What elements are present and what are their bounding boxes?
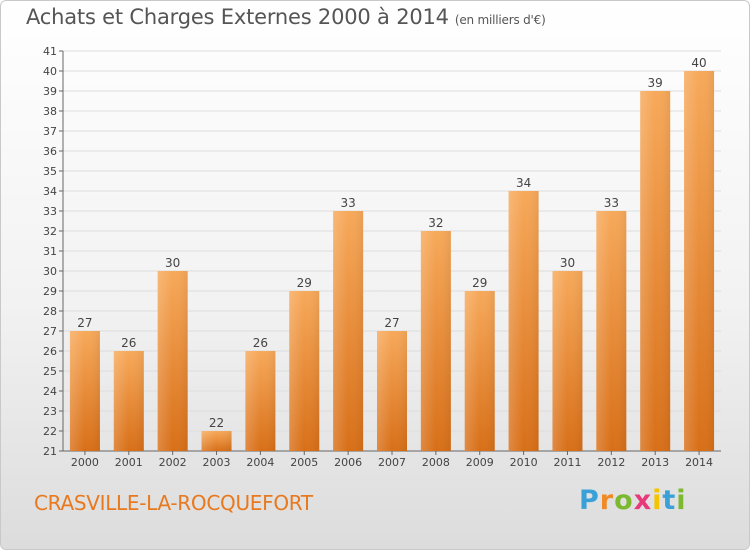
x-tick-label: 2010 xyxy=(510,456,538,469)
data-label: 30 xyxy=(165,256,180,270)
bar-shine xyxy=(157,271,188,451)
logo-letter: P xyxy=(579,485,600,516)
data-label: 26 xyxy=(121,336,136,350)
y-tick-label: 28 xyxy=(43,305,57,318)
x-tick-label: 2005 xyxy=(290,456,318,469)
y-tick-label: 21 xyxy=(43,445,57,458)
y-tick-label: 35 xyxy=(43,165,57,178)
y-tick-label: 27 xyxy=(43,325,57,338)
y-tick-label: 23 xyxy=(43,405,57,418)
logo-letter: o xyxy=(614,485,634,516)
data-label: 30 xyxy=(560,256,575,270)
logo-letter: t xyxy=(662,485,677,516)
data-label: 29 xyxy=(297,276,312,290)
bar-shine xyxy=(596,211,627,451)
y-tick-label: 25 xyxy=(43,365,57,378)
x-tick-label: 2011 xyxy=(553,456,581,469)
chart-subtitle: (en milliers d'€) xyxy=(454,13,546,27)
x-tick-label: 2008 xyxy=(422,456,450,469)
x-tick-label: 2006 xyxy=(334,456,362,469)
logo-letter: i xyxy=(676,485,687,516)
x-tick-label: 2014 xyxy=(685,456,713,469)
data-label: 29 xyxy=(472,276,487,290)
y-tick-label: 32 xyxy=(43,225,57,238)
bar-chart: 21 22 23 24 25 26 27 28 29 30 31 32 33 34 35 36 37 38 39 40… xyxy=(43,45,721,469)
x-tick-label: 2001 xyxy=(115,456,143,469)
axes: 21 22 23 24 25 26 27 28 29 30 31 32 33 34 35 36 37 38 39 40… xyxy=(43,45,721,469)
x-tick-label: 2009 xyxy=(466,456,494,469)
x-tick-label: 2002 xyxy=(159,456,187,469)
data-label: 27 xyxy=(384,316,399,330)
bars xyxy=(69,71,715,451)
data-labels: 27 26 30 22 26 29 33 27 32 29 34 30 33 39 40 xyxy=(77,56,706,430)
data-label: 32 xyxy=(428,216,443,230)
x-tick-label: 2000 xyxy=(71,456,99,469)
bar-shine xyxy=(377,331,407,451)
y-tick-label: 41 xyxy=(43,45,57,58)
data-label: 33 xyxy=(604,196,619,210)
logo-letter: r xyxy=(599,485,615,516)
y-tick-label: 24 xyxy=(43,385,57,398)
bar-shine xyxy=(69,331,100,451)
data-label: 33 xyxy=(340,196,355,210)
y-tick-label: 30 xyxy=(43,265,57,278)
y-tick-label: 38 xyxy=(43,105,57,118)
y-tick-label: 39 xyxy=(43,85,57,98)
bar-shine xyxy=(640,91,671,451)
y-tick-label: 34 xyxy=(43,185,57,198)
bar-shine xyxy=(552,271,583,451)
chart-title: Achats et Charges Externes 2000 à 2014 (e… xyxy=(26,5,546,29)
chart-title-text: Achats et Charges Externes 2000 à 2014 xyxy=(26,5,449,29)
data-label: 40 xyxy=(691,56,706,70)
x-tick-label: 2012 xyxy=(597,456,625,469)
x-tick-label: 2007 xyxy=(378,456,406,469)
proxiti-logo: Proxiti xyxy=(579,485,687,516)
data-label: 26 xyxy=(253,336,268,350)
data-label: 27 xyxy=(77,316,92,330)
bar-shine xyxy=(420,231,451,451)
logo-letter: i xyxy=(652,485,663,516)
x-tick-label: 2003 xyxy=(203,456,231,469)
bar-shine xyxy=(289,291,320,451)
bar-shine xyxy=(113,351,144,451)
y-tick-label: 22 xyxy=(43,425,57,438)
y-tick-label: 31 xyxy=(43,245,57,258)
bar-shine xyxy=(508,191,539,451)
x-tick-label: 2004 xyxy=(246,456,274,469)
x-tick-label: 2013 xyxy=(641,456,669,469)
data-label: 39 xyxy=(648,76,663,90)
bar-shine xyxy=(201,431,232,451)
y-tick-label: 29 xyxy=(43,285,57,298)
town-name: CRASVILLE-LA-ROCQUEFORT xyxy=(34,491,313,515)
data-label: 22 xyxy=(209,416,224,430)
data-label: 34 xyxy=(516,176,531,190)
y-tick-label: 40 xyxy=(43,65,57,78)
bar-shine xyxy=(464,291,495,451)
bar-shine xyxy=(333,211,364,451)
y-tick-label: 37 xyxy=(43,125,57,138)
y-tick-label: 33 xyxy=(43,205,57,218)
y-tick-label: 26 xyxy=(43,345,57,358)
bar-shine xyxy=(684,71,715,451)
logo-letter: x xyxy=(633,485,653,516)
bar-shine xyxy=(245,351,276,451)
y-tick-label: 36 xyxy=(43,145,57,158)
